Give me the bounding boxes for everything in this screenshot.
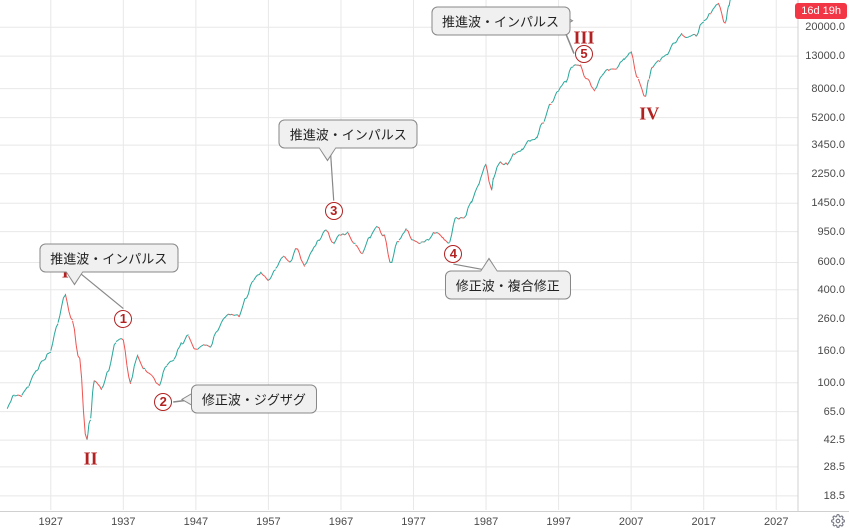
time-remaining-badge: 16d 19h (795, 3, 847, 19)
x-tick-label: 1927 (39, 516, 63, 528)
y-tick-label: 18.5 (824, 490, 845, 502)
elliott-subwave-number: 3 (325, 202, 343, 220)
wave-callout: 推進波・インパルス (39, 244, 178, 273)
x-axis: 1927 1937 1947 1957 1967 1977 1987 1997 2007 2017… (0, 511, 849, 532)
chart-container: 18.5 28.5 42.5 65.0 100.0 160.0 260.0 400.0 600.… (0, 0, 849, 532)
x-tick-label: 1947 (184, 516, 208, 528)
x-tick-label: 2007 (619, 516, 643, 528)
y-tick-label: 13000.0 (805, 50, 845, 62)
y-tick-label: 400.0 (817, 284, 845, 296)
y-tick-label: 100.0 (817, 377, 845, 389)
gear-icon[interactable] (831, 514, 845, 528)
y-tick-label: 600.0 (817, 256, 845, 268)
x-tick-label: 1987 (474, 516, 498, 528)
elliott-subwave-number: 4 (444, 245, 462, 263)
y-tick-label: 28.5 (824, 461, 845, 473)
x-tick-label: 1967 (329, 516, 353, 528)
wave-callout: 推進波・インパルス (279, 119, 418, 148)
x-tick-label: 2017 (691, 516, 715, 528)
y-tick-label: 950.0 (817, 226, 845, 238)
elliott-subwave-number: 2 (154, 393, 172, 411)
wave-callout: 修正波・ジグザグ (191, 385, 317, 414)
y-tick-label: 5200.0 (811, 112, 845, 124)
x-tick-label: 1957 (256, 516, 280, 528)
y-axis: 18.5 28.5 42.5 65.0 100.0 160.0 260.0 400.0 600.… (801, 0, 847, 532)
y-tick-label: 2250.0 (811, 168, 845, 180)
y-tick-label: 1450.0 (811, 197, 845, 209)
wave-callout: 推進波・インパルス (431, 6, 570, 35)
elliott-subwave-number: 5 (575, 45, 593, 63)
elliott-wave-label: IV (639, 103, 659, 124)
x-tick-label: 2027 (764, 516, 788, 528)
x-tick-label: 1997 (546, 516, 570, 528)
y-tick-label: 160.0 (817, 345, 845, 357)
x-tick-label: 1977 (401, 516, 425, 528)
y-tick-label: 260.0 (817, 313, 845, 325)
y-tick-label: 65.0 (824, 406, 845, 418)
elliott-subwave-number: 1 (114, 310, 132, 328)
y-tick-label: 8000.0 (811, 83, 845, 95)
x-tick-label: 1937 (111, 516, 135, 528)
wave-callout: 修正波・複合修正 (445, 270, 571, 299)
y-tick-label: 20000.0 (805, 21, 845, 33)
y-tick-label: 3450.0 (811, 139, 845, 151)
elliott-wave-label: II (84, 449, 98, 470)
y-tick-label: 42.5 (824, 434, 845, 446)
